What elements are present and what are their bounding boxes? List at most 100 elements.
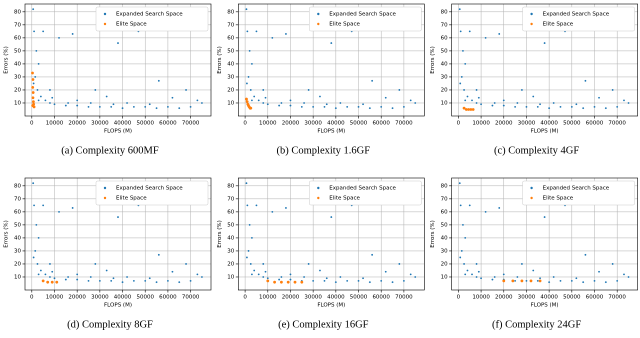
point xyxy=(548,281,551,284)
y-tick-label: 20 xyxy=(441,261,448,267)
point xyxy=(171,96,174,99)
point xyxy=(458,182,461,185)
point xyxy=(384,96,387,99)
y-axis-label: Errors (%) xyxy=(4,220,10,248)
point xyxy=(502,279,506,283)
point xyxy=(582,281,585,284)
point xyxy=(33,204,35,207)
y-tick-label: 10 xyxy=(441,274,448,280)
plot-frame xyxy=(238,177,425,291)
point xyxy=(98,105,101,108)
point xyxy=(155,107,158,110)
x-tick-label: 70000 xyxy=(182,295,200,301)
y-tick-label: 30 xyxy=(227,248,234,254)
point xyxy=(248,49,251,52)
point xyxy=(516,102,519,104)
caption: (c) Complexity 4GF xyxy=(494,145,579,156)
point xyxy=(402,105,405,108)
point xyxy=(300,105,303,108)
point xyxy=(477,270,480,273)
legend-marker xyxy=(317,196,320,200)
point xyxy=(289,104,292,107)
point xyxy=(87,105,90,108)
point xyxy=(36,263,39,265)
x-tick-label: 60000 xyxy=(159,121,177,127)
point xyxy=(37,273,40,276)
point xyxy=(575,103,578,106)
x-tick-label: 50000 xyxy=(136,121,154,127)
point xyxy=(44,273,47,276)
y-tick-label: 80 xyxy=(227,9,234,15)
point xyxy=(627,102,630,104)
point xyxy=(50,280,54,284)
point xyxy=(257,99,260,102)
y-tick-label: 10 xyxy=(227,274,234,280)
point xyxy=(31,96,35,100)
point xyxy=(464,273,467,276)
point xyxy=(339,276,342,278)
point xyxy=(32,82,35,85)
x-tick-label: 30000 xyxy=(304,121,322,127)
point xyxy=(266,103,269,106)
x-tick-label: 40000 xyxy=(327,121,345,127)
x-tick-label: 40000 xyxy=(327,295,345,301)
point xyxy=(469,108,473,111)
y-tick-label: 40 xyxy=(14,61,21,67)
legend-marker xyxy=(530,12,533,16)
point xyxy=(245,100,249,104)
point xyxy=(536,105,539,108)
point xyxy=(51,270,54,273)
y-tick-label: 60 xyxy=(441,209,448,215)
point xyxy=(32,105,36,109)
point xyxy=(117,216,119,218)
point xyxy=(475,89,478,91)
y-tick-label: 20 xyxy=(441,87,448,93)
point xyxy=(398,263,401,265)
point xyxy=(525,279,528,282)
point xyxy=(491,278,494,281)
x-axis-label: FLOPS (M) xyxy=(317,129,345,135)
point xyxy=(31,78,35,81)
caption: (a) Complexity 600MF xyxy=(61,145,159,156)
point xyxy=(87,279,90,282)
point xyxy=(477,96,480,99)
point xyxy=(289,278,292,281)
x-tick-label: 30000 xyxy=(91,121,109,127)
y-tick-label: 50 xyxy=(441,222,448,228)
point xyxy=(94,263,97,265)
x-tick-label: 50000 xyxy=(350,295,368,301)
point xyxy=(559,105,562,108)
point xyxy=(76,104,79,107)
legend-marker xyxy=(103,12,107,16)
x-tick-label: 30000 xyxy=(91,295,109,301)
y-tick-label: 50 xyxy=(14,48,21,54)
point xyxy=(391,107,394,110)
legend-label: Expanded Search Space xyxy=(329,186,396,192)
point xyxy=(185,89,187,91)
legend-box xyxy=(522,180,635,206)
point xyxy=(319,95,321,98)
x-tick-label: 70000 xyxy=(608,121,626,127)
point xyxy=(251,237,253,239)
point xyxy=(251,99,253,102)
point xyxy=(49,263,51,265)
point xyxy=(325,277,328,280)
caption: (e) Complexity 16GF xyxy=(278,319,369,330)
point xyxy=(464,108,468,111)
point xyxy=(371,79,374,82)
x-axis-label: FLOPS (M) xyxy=(317,303,345,309)
y-tick-label: 60 xyxy=(14,209,21,215)
y-tick-label: 20 xyxy=(14,87,21,93)
point xyxy=(484,36,487,39)
point xyxy=(459,204,462,207)
x-tick-label: 40000 xyxy=(114,121,132,127)
x-tick-label: 30000 xyxy=(518,295,536,301)
point xyxy=(262,89,265,91)
point xyxy=(616,105,619,108)
point xyxy=(409,99,412,102)
point xyxy=(264,270,267,273)
legend-box xyxy=(309,180,422,206)
point xyxy=(303,102,305,104)
x-tick-label: 20000 xyxy=(68,121,86,127)
